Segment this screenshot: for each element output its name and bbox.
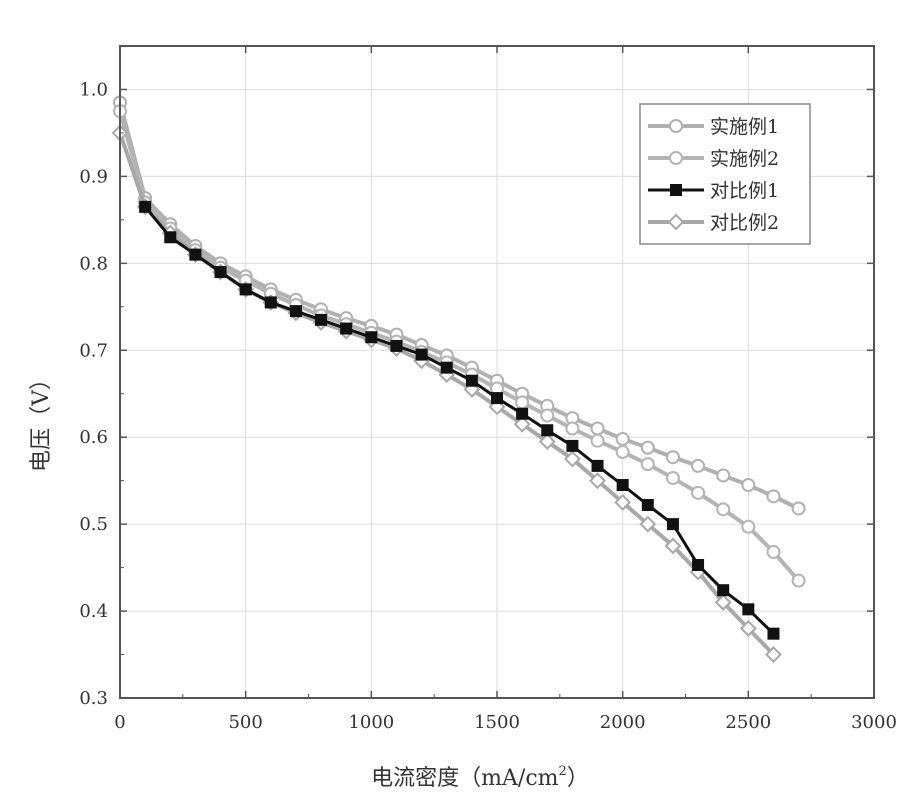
data-point [765, 646, 782, 663]
data-point [214, 266, 227, 279]
data-point [340, 322, 353, 335]
data-point [289, 305, 302, 318]
data-point [513, 415, 531, 433]
data-point [640, 457, 655, 472]
data-point [465, 374, 478, 387]
legend-label: 对比例2 [710, 212, 779, 234]
data-point [615, 444, 630, 459]
data-point [590, 421, 605, 436]
data-point [589, 472, 606, 490]
legend-label: 实施例2 [710, 148, 779, 170]
data-point [516, 407, 529, 420]
data-point [767, 627, 780, 640]
data-point [741, 478, 756, 493]
data-point [541, 424, 554, 437]
legend-marker [670, 184, 682, 196]
data-point [565, 421, 580, 436]
legend-item-3: 对比例1 [648, 180, 779, 202]
data-point [264, 296, 277, 309]
axes: 0 500 1000 1500 2000 2500 3000 0.3 0.4 0.5 0.6 0.7 0… [79, 46, 897, 733]
series-line [118, 110, 801, 582]
data-point [766, 544, 781, 559]
data-point [640, 440, 655, 455]
legend-label: 实施例1 [710, 116, 779, 138]
data-point [691, 458, 706, 473]
data-point [664, 537, 682, 555]
data-point [791, 573, 806, 588]
data-point [164, 231, 177, 244]
legend-item-1: 实施例1 [648, 116, 779, 138]
data-point [491, 392, 503, 405]
x-tick-label: 500 [228, 712, 262, 733]
data-point [639, 515, 657, 533]
data-point [538, 433, 556, 450]
data-point [614, 493, 632, 511]
y-tick-label: 0.3 [79, 688, 108, 709]
series-line [118, 101, 800, 511]
y-tick-label: 1.0 [79, 79, 108, 100]
data-point [717, 584, 730, 597]
data-point [540, 408, 555, 423]
data-point [691, 485, 706, 500]
data-point [641, 499, 654, 512]
data-point [716, 502, 731, 517]
data-point [239, 283, 252, 296]
legend-label: 对比例1 [710, 180, 779, 202]
data-point [189, 248, 202, 261]
series-3 [139, 200, 780, 640]
y-tick-label: 0.4 [79, 601, 108, 622]
data-point [139, 200, 152, 213]
legend-item-2: 实施例2 [648, 148, 779, 170]
data-point [365, 331, 378, 344]
data-point [714, 593, 732, 611]
x-tick-label: 1500 [474, 712, 520, 733]
data-point [390, 339, 403, 352]
data-point [515, 395, 530, 410]
data-point [615, 431, 630, 446]
data-point [766, 489, 781, 504]
series-1 [113, 95, 806, 516]
x-tick-label: 1000 [348, 712, 394, 733]
data-point [616, 479, 629, 492]
y-tick-label: 0.8 [79, 253, 108, 274]
y-tick-label: 0.6 [79, 427, 108, 448]
legend-marker [669, 119, 683, 133]
data-point [666, 518, 679, 531]
x-axis-title: 电流密度（mA/cm2） [371, 764, 589, 791]
data-point [590, 433, 605, 448]
series-group [111, 95, 806, 663]
data-point [665, 450, 680, 465]
y-tick-label: 0.9 [79, 166, 108, 187]
y-tick-label: 0.7 [79, 340, 108, 361]
data-point [741, 519, 756, 534]
y-axis-title: 电压（V） [29, 368, 54, 472]
data-point [742, 603, 755, 616]
legend: 实施例1 实施例2 对比例1 对比例2 [639, 103, 811, 245]
data-point [415, 348, 428, 361]
x-tick-label: 0 [114, 712, 125, 733]
data-point [739, 620, 757, 637]
legend-marker [669, 151, 683, 165]
x-tick-label: 2500 [725, 712, 771, 733]
data-point [566, 439, 579, 452]
data-point [791, 501, 806, 516]
data-point [440, 361, 453, 374]
legend-marker [667, 213, 685, 231]
data-point [591, 459, 604, 472]
data-point [692, 558, 705, 571]
y-tick-label: 0.5 [79, 514, 108, 535]
data-point [716, 468, 731, 483]
data-point [315, 313, 328, 326]
x-tick-label: 2000 [600, 712, 646, 733]
data-point [665, 471, 680, 486]
x-tick-label: 3000 [851, 712, 897, 733]
data-point [563, 450, 581, 468]
legend-item-4: 对比例2 [648, 212, 779, 234]
